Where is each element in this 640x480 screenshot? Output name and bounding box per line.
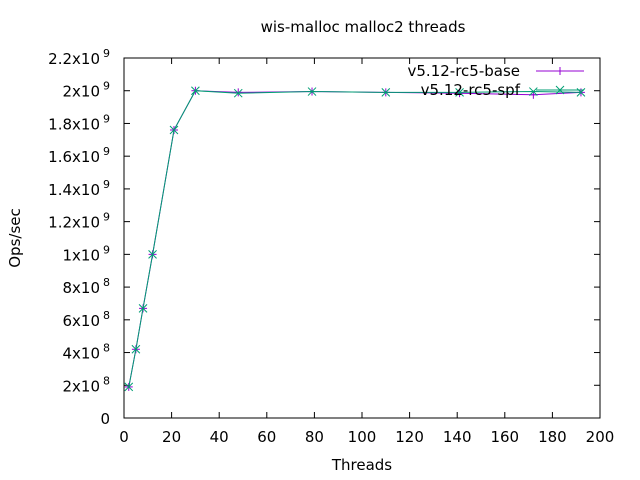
data-point-0 <box>455 89 464 98</box>
legend-marker-0 <box>556 67 564 75</box>
marker-stroke <box>455 88 464 97</box>
marker-stroke <box>381 88 391 97</box>
y-tick-mantissa: 2x10 <box>62 377 100 395</box>
y-tick-exponent: 9 <box>103 80 110 93</box>
x-tick-label: 100 <box>348 428 377 446</box>
y-tick-label: 0 <box>100 410 110 428</box>
marker-stroke <box>233 88 243 98</box>
marker-stroke <box>124 382 134 392</box>
y-tick-mantissa: 1.4x10 <box>48 181 100 199</box>
x-tick-label: 120 <box>395 428 424 446</box>
legend-label-0: v5.12-rc5-base <box>408 62 521 80</box>
legend-marker-1 <box>555 85 565 95</box>
x-tick-label: 140 <box>443 428 472 446</box>
x-tick-label: 60 <box>257 428 276 446</box>
data-point-1 <box>381 88 391 97</box>
y-axis-label: Ops/sec <box>6 208 24 268</box>
y-tick-exponent: 9 <box>103 211 110 224</box>
y-tick-label: 8x10 8 <box>62 276 110 297</box>
y-tick-label: 1x10 9 <box>62 243 110 264</box>
y-tick-mantissa: 2x10 <box>62 83 100 101</box>
y-tick-exponent: 9 <box>103 145 110 158</box>
x-tick-label: 80 <box>305 428 324 446</box>
y-tick-mantissa: 1.8x10 <box>48 115 100 133</box>
y-tick-exponent: 8 <box>103 342 110 355</box>
legend-label-1: v5.12-rc5-spf <box>421 81 521 99</box>
y-tick-exponent: 9 <box>103 243 110 256</box>
x-tick-label: 20 <box>162 428 181 446</box>
y-tick-mantissa: 1.6x10 <box>48 148 100 166</box>
marker-stroke <box>131 344 141 354</box>
y-tick-mantissa: 8x10 <box>62 279 100 297</box>
y-tick-label: 2.2x10 9 <box>48 47 110 68</box>
marker-stroke <box>169 125 179 135</box>
data-point-1 <box>191 86 200 96</box>
y-tick-mantissa: 1.2x10 <box>48 214 100 232</box>
y-tick-label: 6x10 8 <box>62 309 110 330</box>
x-tick-label: 40 <box>210 428 229 446</box>
marker-stroke <box>529 87 538 96</box>
x-axis-label: Threads <box>331 456 392 474</box>
marker-stroke <box>191 86 200 96</box>
data-point-1 <box>529 87 538 96</box>
marker-stroke <box>307 87 317 96</box>
y-tick-label: 4x10 8 <box>62 342 110 363</box>
x-tick-label: 160 <box>490 428 519 446</box>
y-tick-label: 2x10 9 <box>62 80 110 101</box>
y-tick-label: 1.6x10 9 <box>48 145 110 166</box>
data-point-1 <box>124 382 134 392</box>
x-tick-label: 0 <box>119 428 129 446</box>
y-tick-exponent: 9 <box>103 178 110 191</box>
y-tick-exponent: 8 <box>103 374 110 387</box>
data-point-1 <box>169 125 179 135</box>
y-tick-label: 1.8x10 9 <box>48 112 110 133</box>
y-tick-label: 2x10 8 <box>62 374 110 395</box>
y-tick-mantissa: 4x10 <box>62 345 100 363</box>
series-line-1 <box>128 90 582 387</box>
x-tick-label: 180 <box>538 428 567 446</box>
y-tick-label: 1.4x10 9 <box>48 178 110 199</box>
series-layer <box>124 86 586 392</box>
data-point-1 <box>138 304 148 313</box>
marker-stroke <box>138 304 148 313</box>
y-tick-exponent: 8 <box>103 276 110 289</box>
marker-stroke <box>148 250 157 259</box>
y-tick-label: 1.2x10 9 <box>48 211 110 232</box>
y-tick-mantissa: 1x10 <box>62 246 100 264</box>
y-tick-exponent: 9 <box>103 112 110 125</box>
marker-stroke <box>555 85 565 95</box>
y-tick-mantissa: 6x10 <box>62 312 100 330</box>
data-point-1 <box>307 87 317 96</box>
data-point-1 <box>233 88 243 98</box>
y-tick-exponent: 8 <box>103 309 110 322</box>
y-tick-mantissa: 2.2x10 <box>48 50 100 68</box>
data-point-1 <box>455 88 464 97</box>
chart-title: wis-malloc malloc2 threads <box>261 18 466 36</box>
data-point-1 <box>131 344 141 354</box>
data-point-1 <box>148 250 157 259</box>
x-tick-label: 200 <box>586 428 615 446</box>
y-tick-exponent: 9 <box>103 47 110 60</box>
data-point-0 <box>234 88 243 97</box>
